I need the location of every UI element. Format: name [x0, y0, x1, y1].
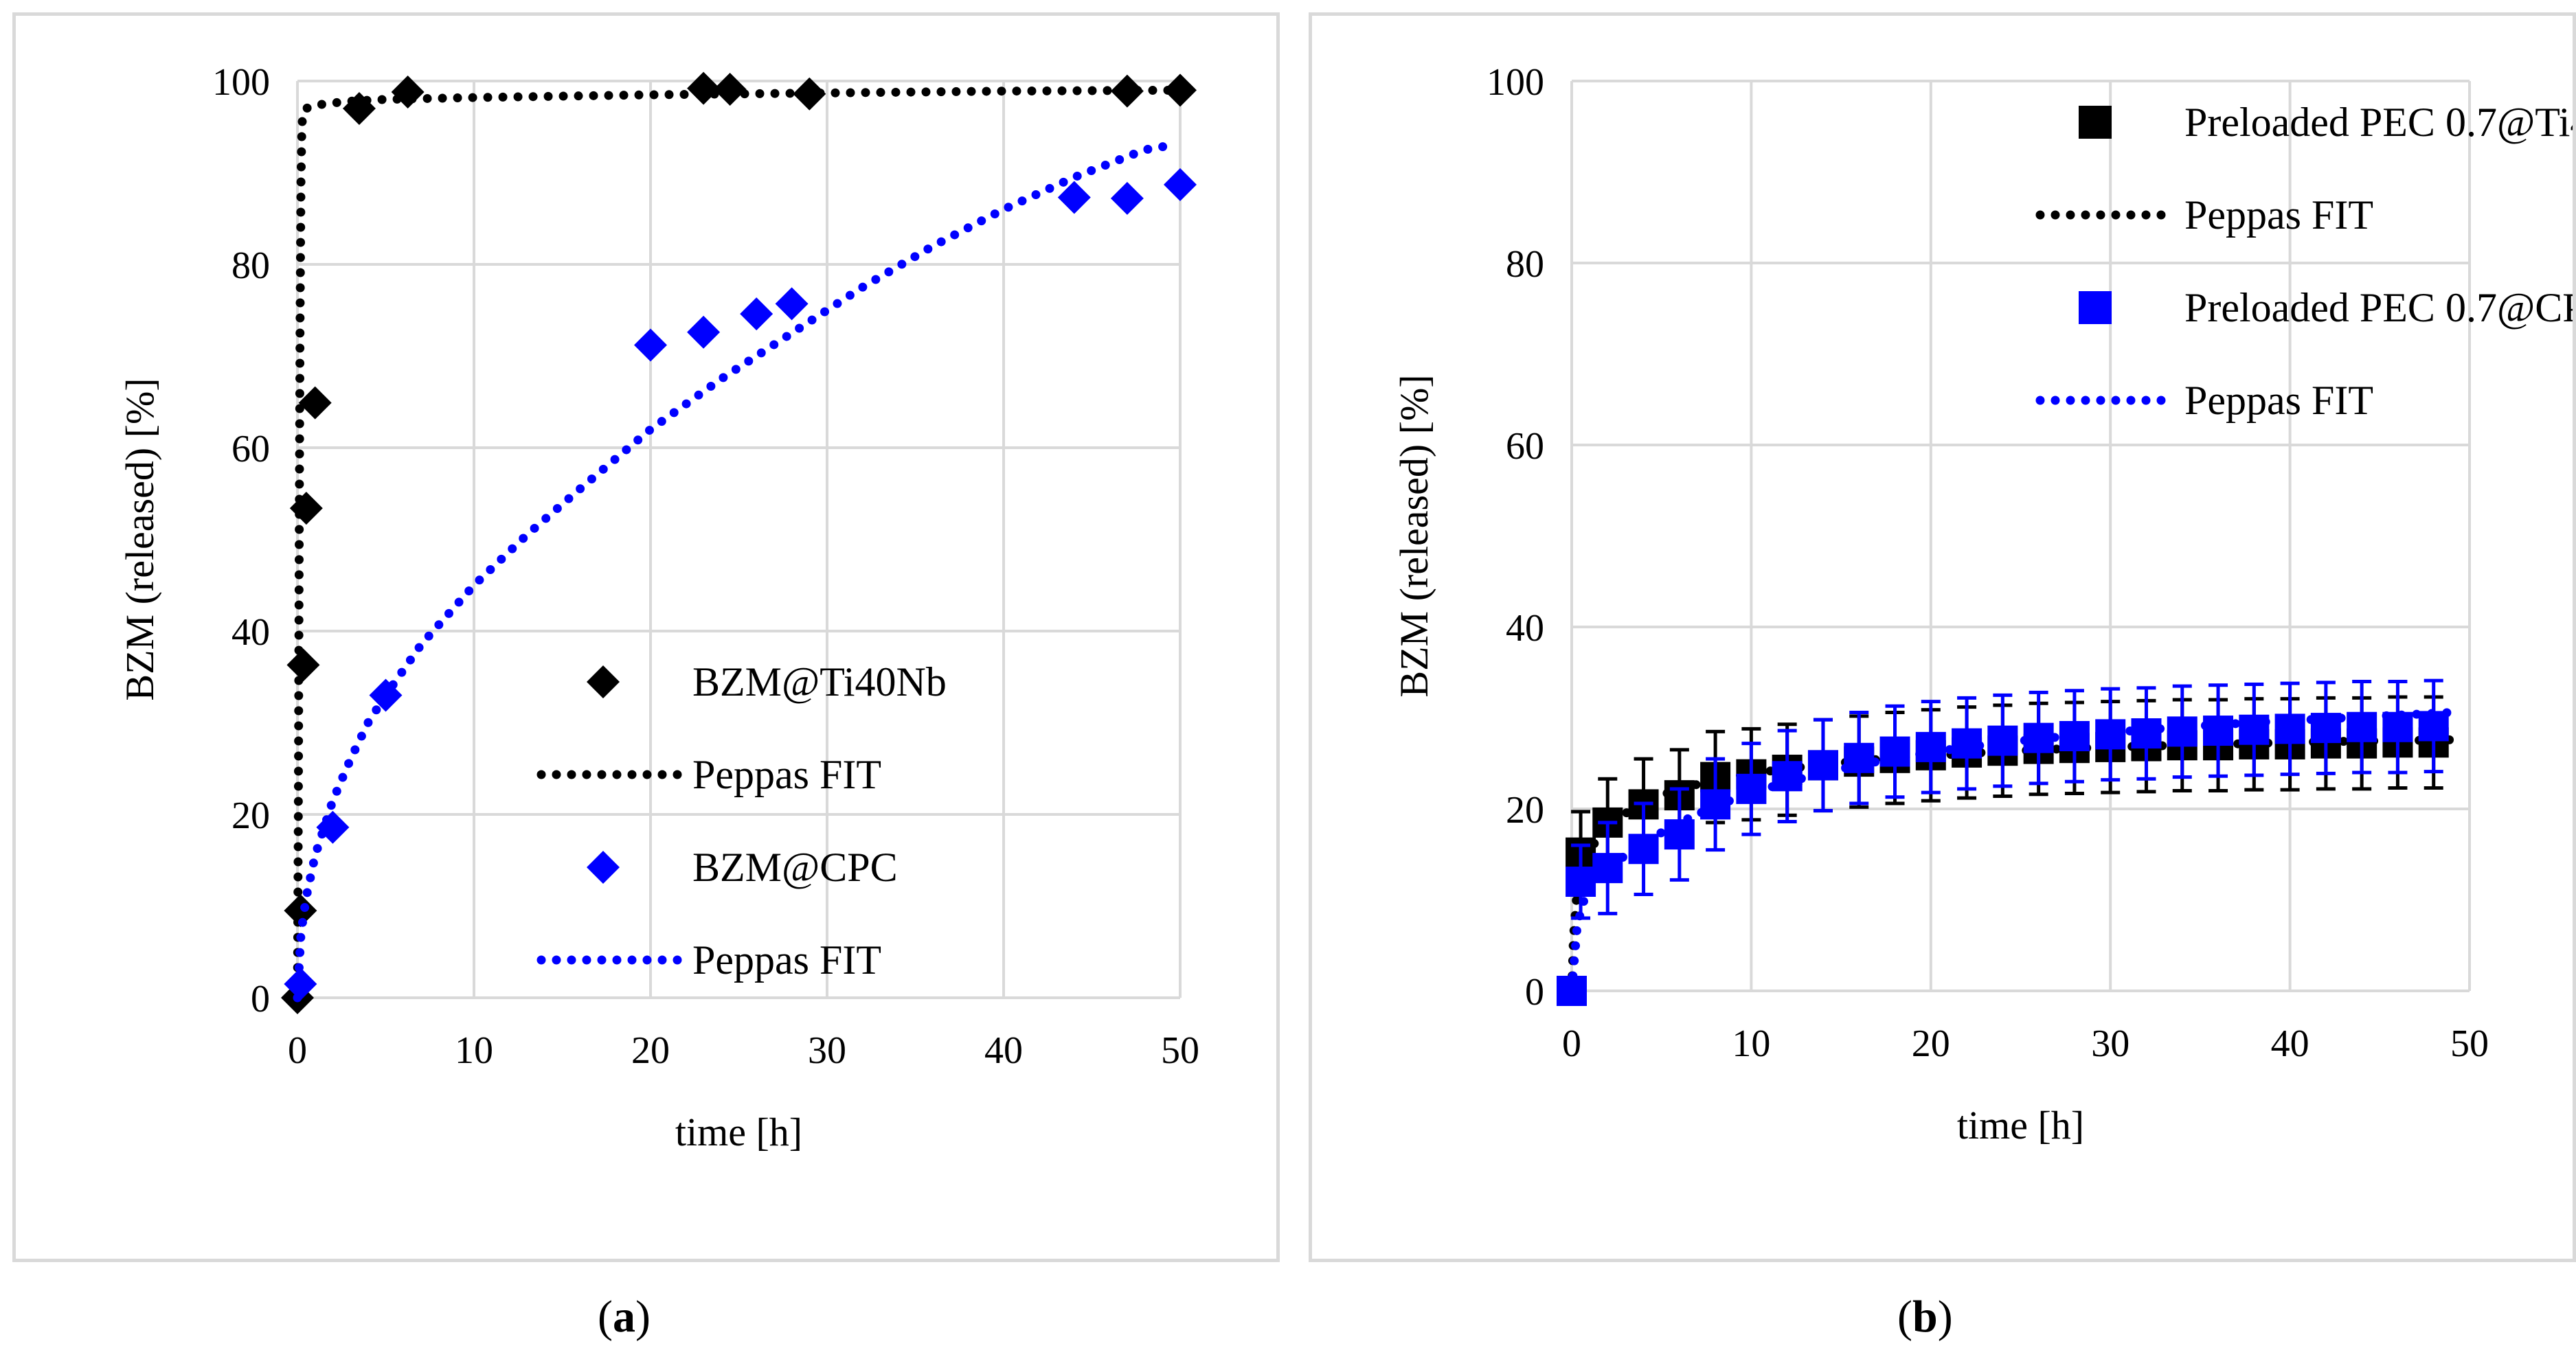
chart-a-legend-label-3: Peppas FIT — [692, 937, 881, 983]
chart-a-series-2-point-4 — [687, 315, 721, 349]
chart-a-series-0-point-4 — [298, 386, 332, 420]
chart-a-series-2-point-5 — [740, 297, 773, 331]
chart-b-xtick-label-2: 20 — [1912, 1022, 1950, 1065]
chart-a-legend-label-1: Peppas FIT — [692, 752, 881, 797]
chart-a-series-0-point-6 — [391, 76, 425, 109]
caption-a: (a) — [598, 1291, 651, 1343]
caption-a-open: ( — [598, 1292, 613, 1342]
chart-a-series-2-point-6 — [775, 287, 809, 321]
chart-a-series-0-point-5 — [342, 92, 376, 126]
chart-b-series-2-point-4 — [1664, 819, 1695, 850]
chart-a-ytick-label-0: 0 — [251, 978, 270, 1020]
chart-a-legend-marker-2 — [587, 851, 620, 884]
chart-b-xtick-label-0: 0 — [1562, 1022, 1581, 1065]
chart-b-series-2-point-6 — [1736, 773, 1767, 804]
chart-a-series-0-point-11 — [1164, 73, 1197, 107]
chart-b-x-axis-label: time [h] — [1957, 1103, 2084, 1147]
chart-a-svg: 0 20 40 60 80 100 0 10 20 30 40 50 time [h] BZM (rele… — [117, 61, 1199, 1154]
chart-a-y-axis-label: BZM (released) [%] — [117, 378, 162, 700]
chart-b-legend-label-2: Preloaded PEC 0.7@CPC — [2184, 285, 2573, 330]
chart-b-legend-marker-0 — [2079, 106, 2112, 139]
chart-b-series-2-point-1 — [1566, 867, 1596, 897]
chart-b-xtick-label-3: 30 — [2091, 1022, 2129, 1065]
chart-a-series-2-point-9 — [1164, 168, 1197, 201]
caption-b-close: ) — [1937, 1292, 1953, 1342]
chart-a-series-0-point-2 — [286, 648, 320, 682]
chart-b-legend-marker-2 — [2079, 291, 2112, 324]
chart-b-ytick-label-1: 20 — [1506, 789, 1544, 832]
chart-b-series-2-point-18 — [2167, 716, 2197, 747]
chart-b-ytick-label-2: 40 — [1506, 607, 1544, 650]
chart-a-xtick-label-1: 10 — [455, 1029, 493, 1072]
chart-a-series-0-point-3 — [289, 492, 323, 525]
chart-a-series-0-point-8 — [713, 73, 747, 106]
chart-b-y-axis-label: BZM (released) [%] — [1392, 374, 1436, 697]
caption-b-open: ( — [1897, 1292, 1912, 1342]
caption-b: (b) — [1897, 1291, 1953, 1343]
caption-a-letter: a — [612, 1292, 635, 1342]
chart-a-ytick-label-2: 40 — [231, 611, 270, 654]
chart-b-ytick-label-5: 100 — [1487, 61, 1544, 104]
chart-a-series-2-point-3 — [634, 328, 667, 362]
chart-a-series-0-point-10 — [1110, 74, 1144, 108]
chart-panel-a: 0 20 40 60 80 100 0 10 20 30 40 50 time [h] BZM (rele… — [12, 12, 1280, 1262]
chart-b-xtick-label-4: 40 — [2271, 1022, 2309, 1065]
caption-a-close: ) — [635, 1292, 651, 1342]
chart-panel-b: 0 20 40 60 80 100 0 10 20 30 40 50 time [h] BZM (rele… — [1309, 12, 2576, 1262]
chart-b-legend-label-1: Peppas FIT — [2184, 192, 2373, 238]
chart-a-legend-label-2: BZM@CPC — [692, 845, 898, 890]
chart-b-legend-label-0: Preloaded PEC 0.7@Ti40Nb — [2184, 100, 2573, 145]
caption-b-letter: b — [1912, 1292, 1938, 1342]
chart-a-ytick-label-5: 100 — [212, 61, 270, 104]
chart-a-xtick-label-5: 50 — [1161, 1029, 1199, 1072]
chart-b-legend-label-3: Peppas FIT — [2184, 378, 2373, 423]
chart-a-series-3-fit-line — [293, 140, 1176, 1003]
chart-b-xtick-label-5: 50 — [2450, 1022, 2489, 1065]
chart-b-series-2-point-10 — [1879, 736, 1910, 767]
chart-a-ytick-label-1: 20 — [231, 794, 270, 837]
chart-b-ytick-label-4: 80 — [1506, 243, 1544, 286]
chart-a-xtick-label-0: 0 — [288, 1029, 307, 1072]
chart-a-xtick-label-3: 30 — [808, 1029, 846, 1072]
chart-b-xtick-label-1: 10 — [1732, 1022, 1770, 1065]
chart-a-xtick-label-4: 40 — [984, 1029, 1023, 1072]
chart-a-x-axis-label: time [h] — [675, 1110, 802, 1154]
chart-b-ytick-label-0: 0 — [1525, 971, 1544, 1014]
chart-a-series-2-point-7 — [1057, 181, 1091, 214]
chart-a-xtick-label-2: 20 — [631, 1029, 670, 1072]
chart-b-svg: 0 20 40 60 80 100 0 10 20 30 40 50 time [h] BZM (rele… — [1392, 61, 2573, 1147]
chart-a-ytick-label-4: 80 — [231, 244, 270, 287]
chart-a-ytick-label-3: 60 — [231, 428, 270, 470]
chart-b-series-3-fit-line — [1567, 708, 2456, 996]
chart-a-legend-label-0: BZM@Ti40Nb — [692, 659, 947, 705]
chart-a-series-2-point-8 — [1110, 181, 1144, 215]
chart-a-legend-marker-0 — [587, 665, 620, 698]
chart-b-ytick-label-3: 60 — [1506, 425, 1544, 468]
chart-b-series-2-point-19 — [2203, 716, 2234, 746]
chart-a-series-1-fit-line — [293, 85, 1185, 1003]
